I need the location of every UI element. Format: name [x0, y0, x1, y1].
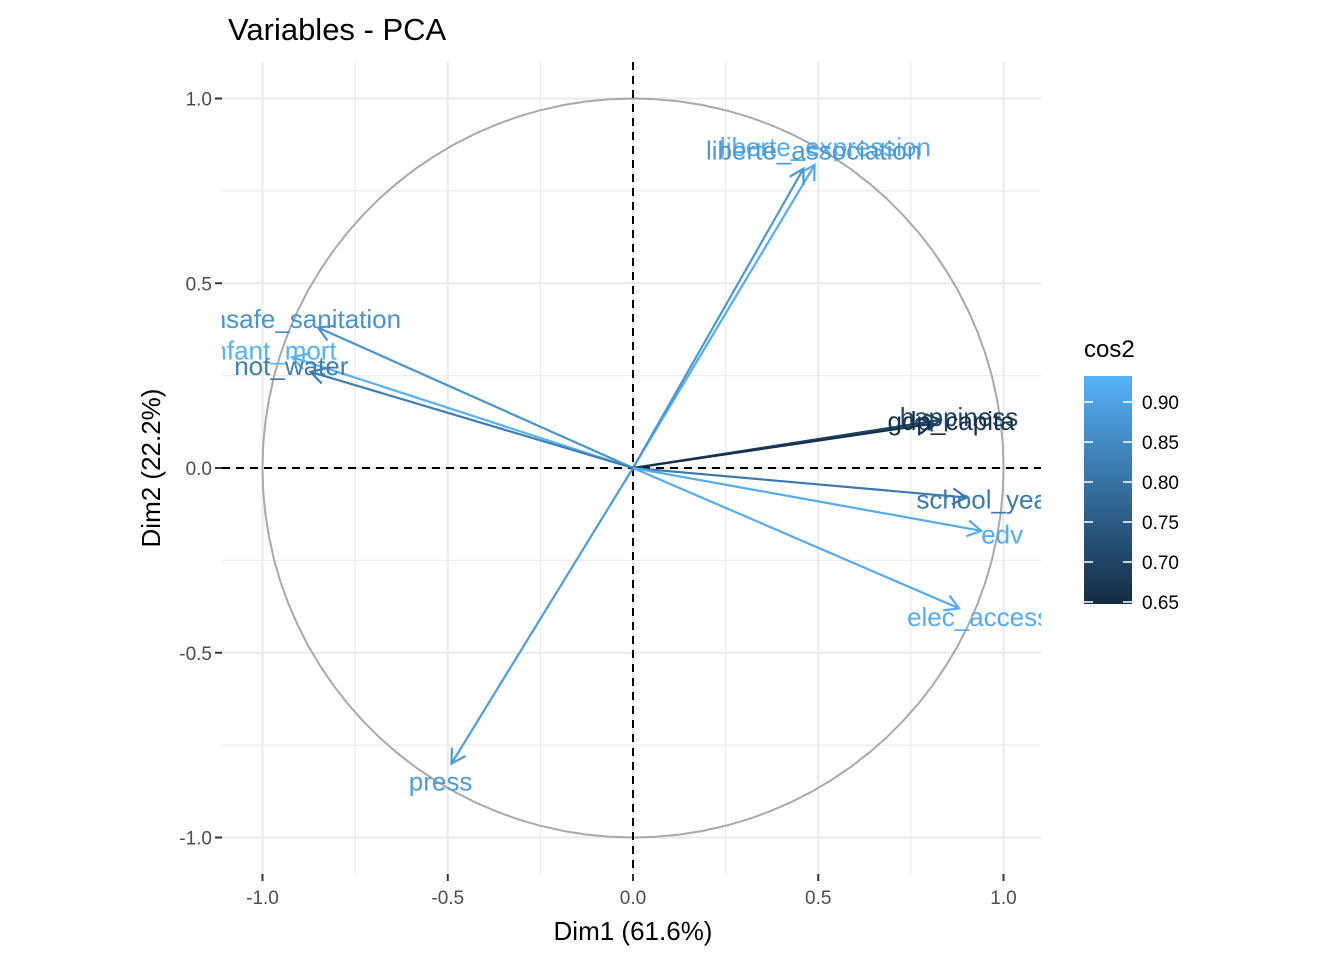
colorbar-label: 0.70: [1142, 553, 1179, 574]
arrow-shaft: [632, 466, 982, 532]
unit-circle: [261, 97, 1005, 839]
arrow-head: [917, 416, 936, 435]
arrow-shaft: [632, 422, 934, 470]
x-tick-label: -1.0: [246, 888, 279, 909]
variable-label-edv: edv: [981, 520, 1023, 550]
arrow-head: [800, 163, 816, 182]
arrow-edv: [632, 466, 984, 538]
variable-arrows: [290, 163, 984, 766]
x-tick-label: 1.0: [990, 888, 1016, 909]
arrow-head: [789, 166, 805, 185]
chart-title: Variables - PCA: [228, 12, 447, 47]
arrow-head: [450, 747, 467, 766]
x-tick-label: -0.5: [431, 888, 464, 909]
correlation-circle: [261, 97, 1005, 839]
variable-label-press: press: [409, 766, 473, 796]
variable-label-not_water: not_water: [234, 351, 349, 381]
arrow-head: [316, 324, 335, 342]
y-tick-label: -1.0: [179, 829, 212, 850]
colorbar: [1084, 376, 1132, 604]
arrow-shaft: [450, 467, 634, 765]
variable-label-liberte_expression: liberte_expression: [720, 132, 931, 162]
colorbar-label: 0.65: [1142, 593, 1179, 614]
y-axis-title: Dim2 (22.2%): [136, 389, 166, 548]
arrow-head: [290, 352, 309, 370]
arrow-shaft: [632, 164, 816, 469]
colorbar-label: 0.80: [1142, 473, 1179, 494]
colorbar-label: 0.75: [1142, 513, 1179, 534]
variable-label-happiness: happiness: [900, 402, 1019, 432]
arrow-shaft: [317, 326, 634, 470]
arrow-infant_mort: [290, 352, 634, 470]
legend-title: cos2: [1084, 336, 1135, 363]
arrow-unsafe_sanitation: [316, 324, 634, 470]
arrow-head: [925, 413, 943, 431]
x-axis-title: Dim1 (61.6%): [554, 916, 713, 946]
arrow-liberte_expression: [632, 163, 816, 469]
arrow-head: [943, 594, 962, 612]
y-tick-label: 0.0: [186, 459, 212, 480]
arrow-shaft: [291, 356, 634, 470]
arrow-head: [308, 367, 327, 385]
arrow-elec_access: [632, 466, 962, 612]
variable-label-gdp_capita: gdp_capita: [887, 406, 1015, 436]
x-tick-label: 0.5: [805, 888, 831, 909]
variable-label-liberte_association: liberte_association: [706, 136, 921, 166]
x-axis-ticks: -1.0 -0.5 0.0 0.5 1.0: [246, 874, 1017, 909]
colorbar-label: 0.90: [1142, 393, 1179, 414]
colorbar-label: 0.85: [1142, 433, 1179, 454]
arrow-shaft: [632, 466, 960, 610]
x-tick-label: 0.0: [620, 888, 646, 909]
arrow-head: [951, 487, 969, 506]
cos2-legend: cos2 0.90 0.85 0.80 0.75 0.70 0.65: [1084, 336, 1179, 614]
arrow-head: [965, 519, 984, 538]
arrow-shaft: [310, 370, 634, 470]
arrow-liberte_association: [632, 166, 805, 469]
arrow-shaft: [632, 168, 805, 469]
y-tick-label: -0.5: [179, 644, 212, 665]
variable-labels: liberte_expressionliberte_associationuns…: [197, 132, 1057, 797]
y-tick-label: 0.5: [186, 274, 212, 295]
y-tick-label: 1.0: [186, 90, 212, 111]
arrow-press: [450, 467, 634, 766]
arrow-school_year: [632, 466, 969, 506]
arrow-gdp_capita: [632, 416, 936, 470]
y-axis-ticks: -1.0 -0.5 0.0 0.5 1.0: [179, 90, 222, 850]
variable-label-infant_mort: infant_mort: [207, 335, 338, 365]
variable-label-school_year: school_year: [916, 484, 1057, 514]
arrow-not_water: [308, 367, 634, 470]
variable-label-elec_access: elec_access: [907, 602, 1050, 632]
arrow-shaft: [632, 466, 967, 499]
variable-label-unsafe_sanitation: unsafe_sanitation: [197, 304, 401, 334]
